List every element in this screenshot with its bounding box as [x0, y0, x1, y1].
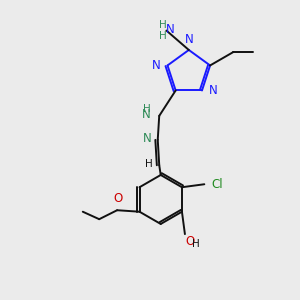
Text: N: N	[184, 33, 193, 46]
Text: H: H	[143, 104, 151, 114]
Text: O: O	[186, 235, 195, 248]
Text: O: O	[113, 192, 122, 205]
Text: H: H	[145, 159, 153, 169]
Text: H: H	[192, 239, 200, 249]
Text: H: H	[159, 20, 167, 30]
Text: N: N	[142, 108, 151, 121]
Text: N: N	[142, 132, 151, 145]
Text: H: H	[159, 31, 167, 41]
Text: Cl: Cl	[212, 178, 224, 191]
Text: N: N	[166, 23, 174, 37]
Text: N: N	[152, 59, 161, 72]
Text: N: N	[208, 84, 217, 97]
